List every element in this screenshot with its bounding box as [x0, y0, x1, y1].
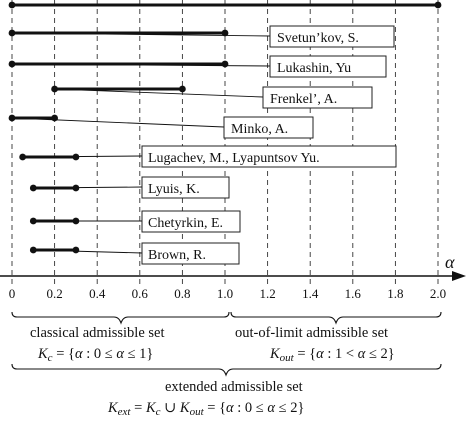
label-text-svetunkov: Svetun’kov, S. [277, 31, 359, 46]
tick-label-0: 0 [9, 286, 16, 301]
interval-endpoint-5-1 [72, 153, 80, 161]
tick-label-5: 1.0 [217, 286, 233, 301]
interval-7 [29, 217, 142, 225]
axis-symbol: α [445, 252, 455, 272]
tick-label-4: 0.8 [174, 286, 190, 301]
tick-label-6: 1.2 [259, 286, 275, 301]
label-box-frenkel: Frenkel’, A. [262, 86, 373, 109]
outlimit-set-formula: Kout = {α : 1 < α ≤ 2} [269, 346, 395, 364]
interval-3 [51, 85, 264, 98]
interval-endpoint-6-0 [29, 184, 37, 192]
tick-label-10: 2.0 [430, 286, 446, 301]
interval-5 [19, 153, 143, 161]
interval-endpoint-0-0 [8, 1, 16, 9]
tick-label-1: 0.2 [46, 286, 62, 301]
label-box-lyuis: Lyuis, K. [141, 176, 230, 199]
interval-endpoint-1-0 [8, 29, 16, 37]
label-box-lukashin: Lukashin, Yu [269, 55, 387, 78]
label-box-lugachev: Lugachev, M., Lyapuntsov Yu. [141, 145, 397, 168]
interval-8 [29, 246, 143, 254]
interval-endpoint-3-1 [179, 85, 186, 93]
interval-endpoint-6-1 [72, 184, 80, 192]
tick-label-9: 1.8 [387, 286, 403, 301]
extended-set-title: extended admissible set [165, 379, 303, 395]
interval-endpoint-5-0 [19, 153, 27, 161]
set-captions: classical admissible set out-of-limit ad… [30, 325, 395, 418]
label-text-frenkel: Frenkel’, A. [270, 92, 337, 107]
label-text-brown: Brown, R. [148, 248, 206, 263]
interval-endpoint-8-0 [29, 246, 37, 254]
classical-brace [11, 311, 230, 325]
tick-label-7: 1.4 [302, 286, 319, 301]
interval-endpoint-8-1 [72, 246, 80, 254]
interval-endpoint-2-1 [221, 60, 229, 68]
label-box-svetunkov: Svetun’kov, S. [269, 25, 395, 48]
interval-2 [8, 60, 271, 68]
alpha-axis: α 0 0.2 0.4 0.6 0.8 1.0 1.2 1.4 1.6 1.8 2.0 [0, 252, 466, 301]
label-box-chetyrkin: Chetyrkin, E. [141, 210, 241, 233]
label-text-lukashin: Lukashin, Yu [277, 61, 351, 76]
interval-6 [29, 184, 143, 192]
interval-endpoint-7-0 [29, 217, 37, 225]
outlimit-brace [230, 311, 442, 325]
interval-endpoint-2-0 [8, 60, 16, 68]
label-text-lugachev: Lugachev, M., Lyapuntsov Yu. [148, 151, 320, 166]
interval-endpoint-1-1 [221, 29, 229, 37]
tick-label-3: 0.6 [132, 286, 149, 301]
braces [11, 311, 442, 377]
label-box-minko: Minko, A. [223, 116, 314, 139]
tick-labels: 0 0.2 0.4 0.6 0.8 1.0 1.2 1.4 1.6 1.8 2.0 [9, 286, 446, 301]
classical-set-title: classical admissible set [30, 325, 165, 341]
interval-endpoint-7-1 [72, 217, 80, 225]
label-text-lyuis: Lyuis, K. [148, 182, 200, 197]
tick-label-8: 1.6 [345, 286, 362, 301]
label-text-minko: Minko, A. [231, 122, 288, 137]
outlimit-set-title: out-of-limit admissible set [235, 325, 388, 341]
interval-0 [8, 1, 442, 9]
tick-label-2: 0.4 [89, 286, 106, 301]
interval-labels: Svetun’kov, S. Lukashin, Yu Frenkel’, A.… [141, 25, 397, 265]
interval-segments [8, 1, 442, 254]
classical-set-formula: Kc = {α : 0 ≤ α ≤ 1} [37, 346, 153, 364]
extended-set-formula: Kext = Kc ∪ Kout = {α : 0 ≤ α ≤ 2} [107, 400, 304, 418]
interval-1 [8, 29, 271, 37]
axis-arrow-icon [452, 271, 466, 281]
interval-endpoint-4-1 [51, 114, 58, 122]
interval-endpoint-3-0 [51, 85, 58, 93]
interval-endpoint-4-0 [8, 114, 16, 122]
interval-4 [8, 114, 225, 128]
label-box-brown: Brown, R. [141, 242, 240, 265]
extended-brace [11, 363, 442, 377]
label-text-chetyrkin: Chetyrkin, E. [148, 216, 223, 231]
interval-endpoint-0-1 [434, 1, 442, 9]
